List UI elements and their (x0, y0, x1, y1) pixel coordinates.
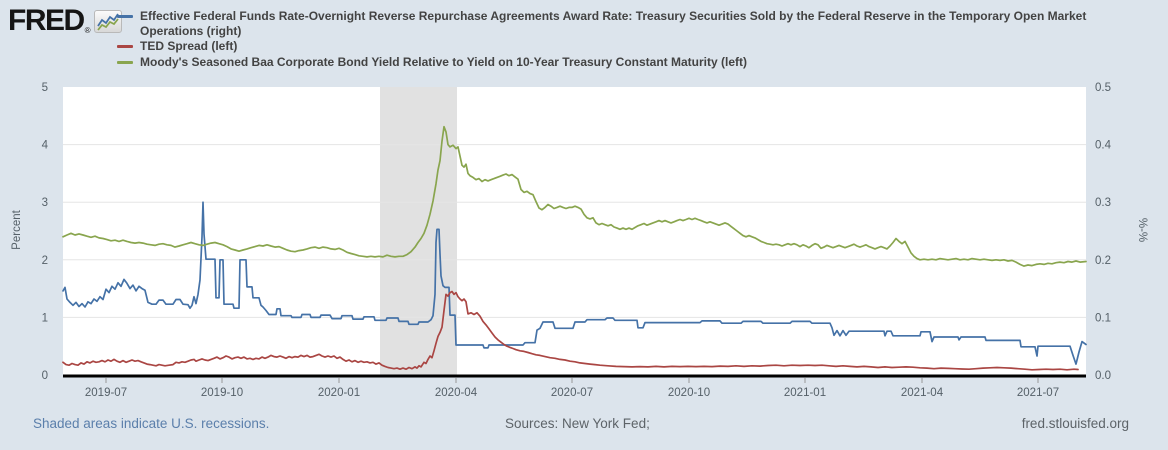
axis-tick-label: 2021-01 (784, 387, 826, 399)
fred-logo-text: FRED (8, 4, 85, 37)
series-line-1 (62, 201, 1087, 365)
axis-tick-label: 2021-04 (901, 387, 944, 399)
series-line-2 (62, 290, 1079, 371)
recession-band (380, 87, 457, 375)
fred-site-link[interactable]: fred.stlouisfed.org (1021, 416, 1129, 431)
axis-tick-label: 2020-01 (318, 387, 360, 399)
axis-tick-label: 1 (42, 312, 48, 324)
axis-tick-label: 2020-04 (435, 387, 478, 399)
axis-tick-label: 4 (42, 140, 49, 152)
line-chart-icon (93, 10, 122, 33)
axis-tick-label: 2020-07 (551, 387, 593, 399)
legend-label: Moody's Seasoned Baa Corporate Bond Yiel… (140, 54, 747, 69)
axis-tick-label: 2019-10 (201, 387, 243, 399)
axis-tick-label: 0.2 (1095, 255, 1111, 267)
legend-label: TED Spread (left) (140, 39, 238, 53)
axis-tick-label: 2 (42, 255, 48, 267)
axis-tick-label: 2019-07 (85, 387, 127, 399)
axis-tick-label: 0.1 (1095, 312, 1111, 324)
legend-label: Effective Federal Funds Rate-Overnight R… (140, 9, 1087, 38)
legend: Effective Federal Funds Rate-Overnight R… (117, 9, 1102, 70)
sources-link[interactable]: Sources: New York Fed; (505, 416, 650, 431)
axis-tick-label: 2021-07 (1017, 387, 1059, 399)
right-axis-title: %-% (1136, 217, 1148, 243)
plot-area[interactable] (63, 87, 1086, 375)
legend-swatch-icon (117, 60, 133, 64)
axis-tick-label: 0.4 (1095, 140, 1112, 152)
series-line-3 (62, 125, 1087, 267)
legend-swatch-icon (117, 45, 133, 48)
legend-item: Effective Federal Funds Rate-Overnight R… (117, 9, 1102, 38)
recession-note-link[interactable]: Shaded areas indicate U.S. recessions. (33, 416, 270, 431)
legend-item: Moody's Seasoned Baa Corporate Bond Yiel… (117, 55, 1102, 70)
axis-tick-label: 0.3 (1095, 197, 1111, 209)
legend-swatch-icon (117, 15, 133, 18)
legend-item: TED Spread (left) (117, 39, 1102, 54)
axis-tick-label: 3 (42, 197, 48, 209)
left-axis-title: Percent (11, 210, 23, 250)
fred-logo[interactable]: FRED ® (8, 6, 122, 36)
axis-tick-label: 0.0 (1095, 370, 1111, 382)
axis-tick-label: 5 (42, 82, 48, 94)
axis-tick-label: 0 (42, 370, 48, 382)
axis-tick-label: 0.5 (1095, 82, 1111, 94)
axis-tick-label: 2020-10 (668, 387, 710, 399)
registered-mark-icon: ® (84, 26, 91, 35)
